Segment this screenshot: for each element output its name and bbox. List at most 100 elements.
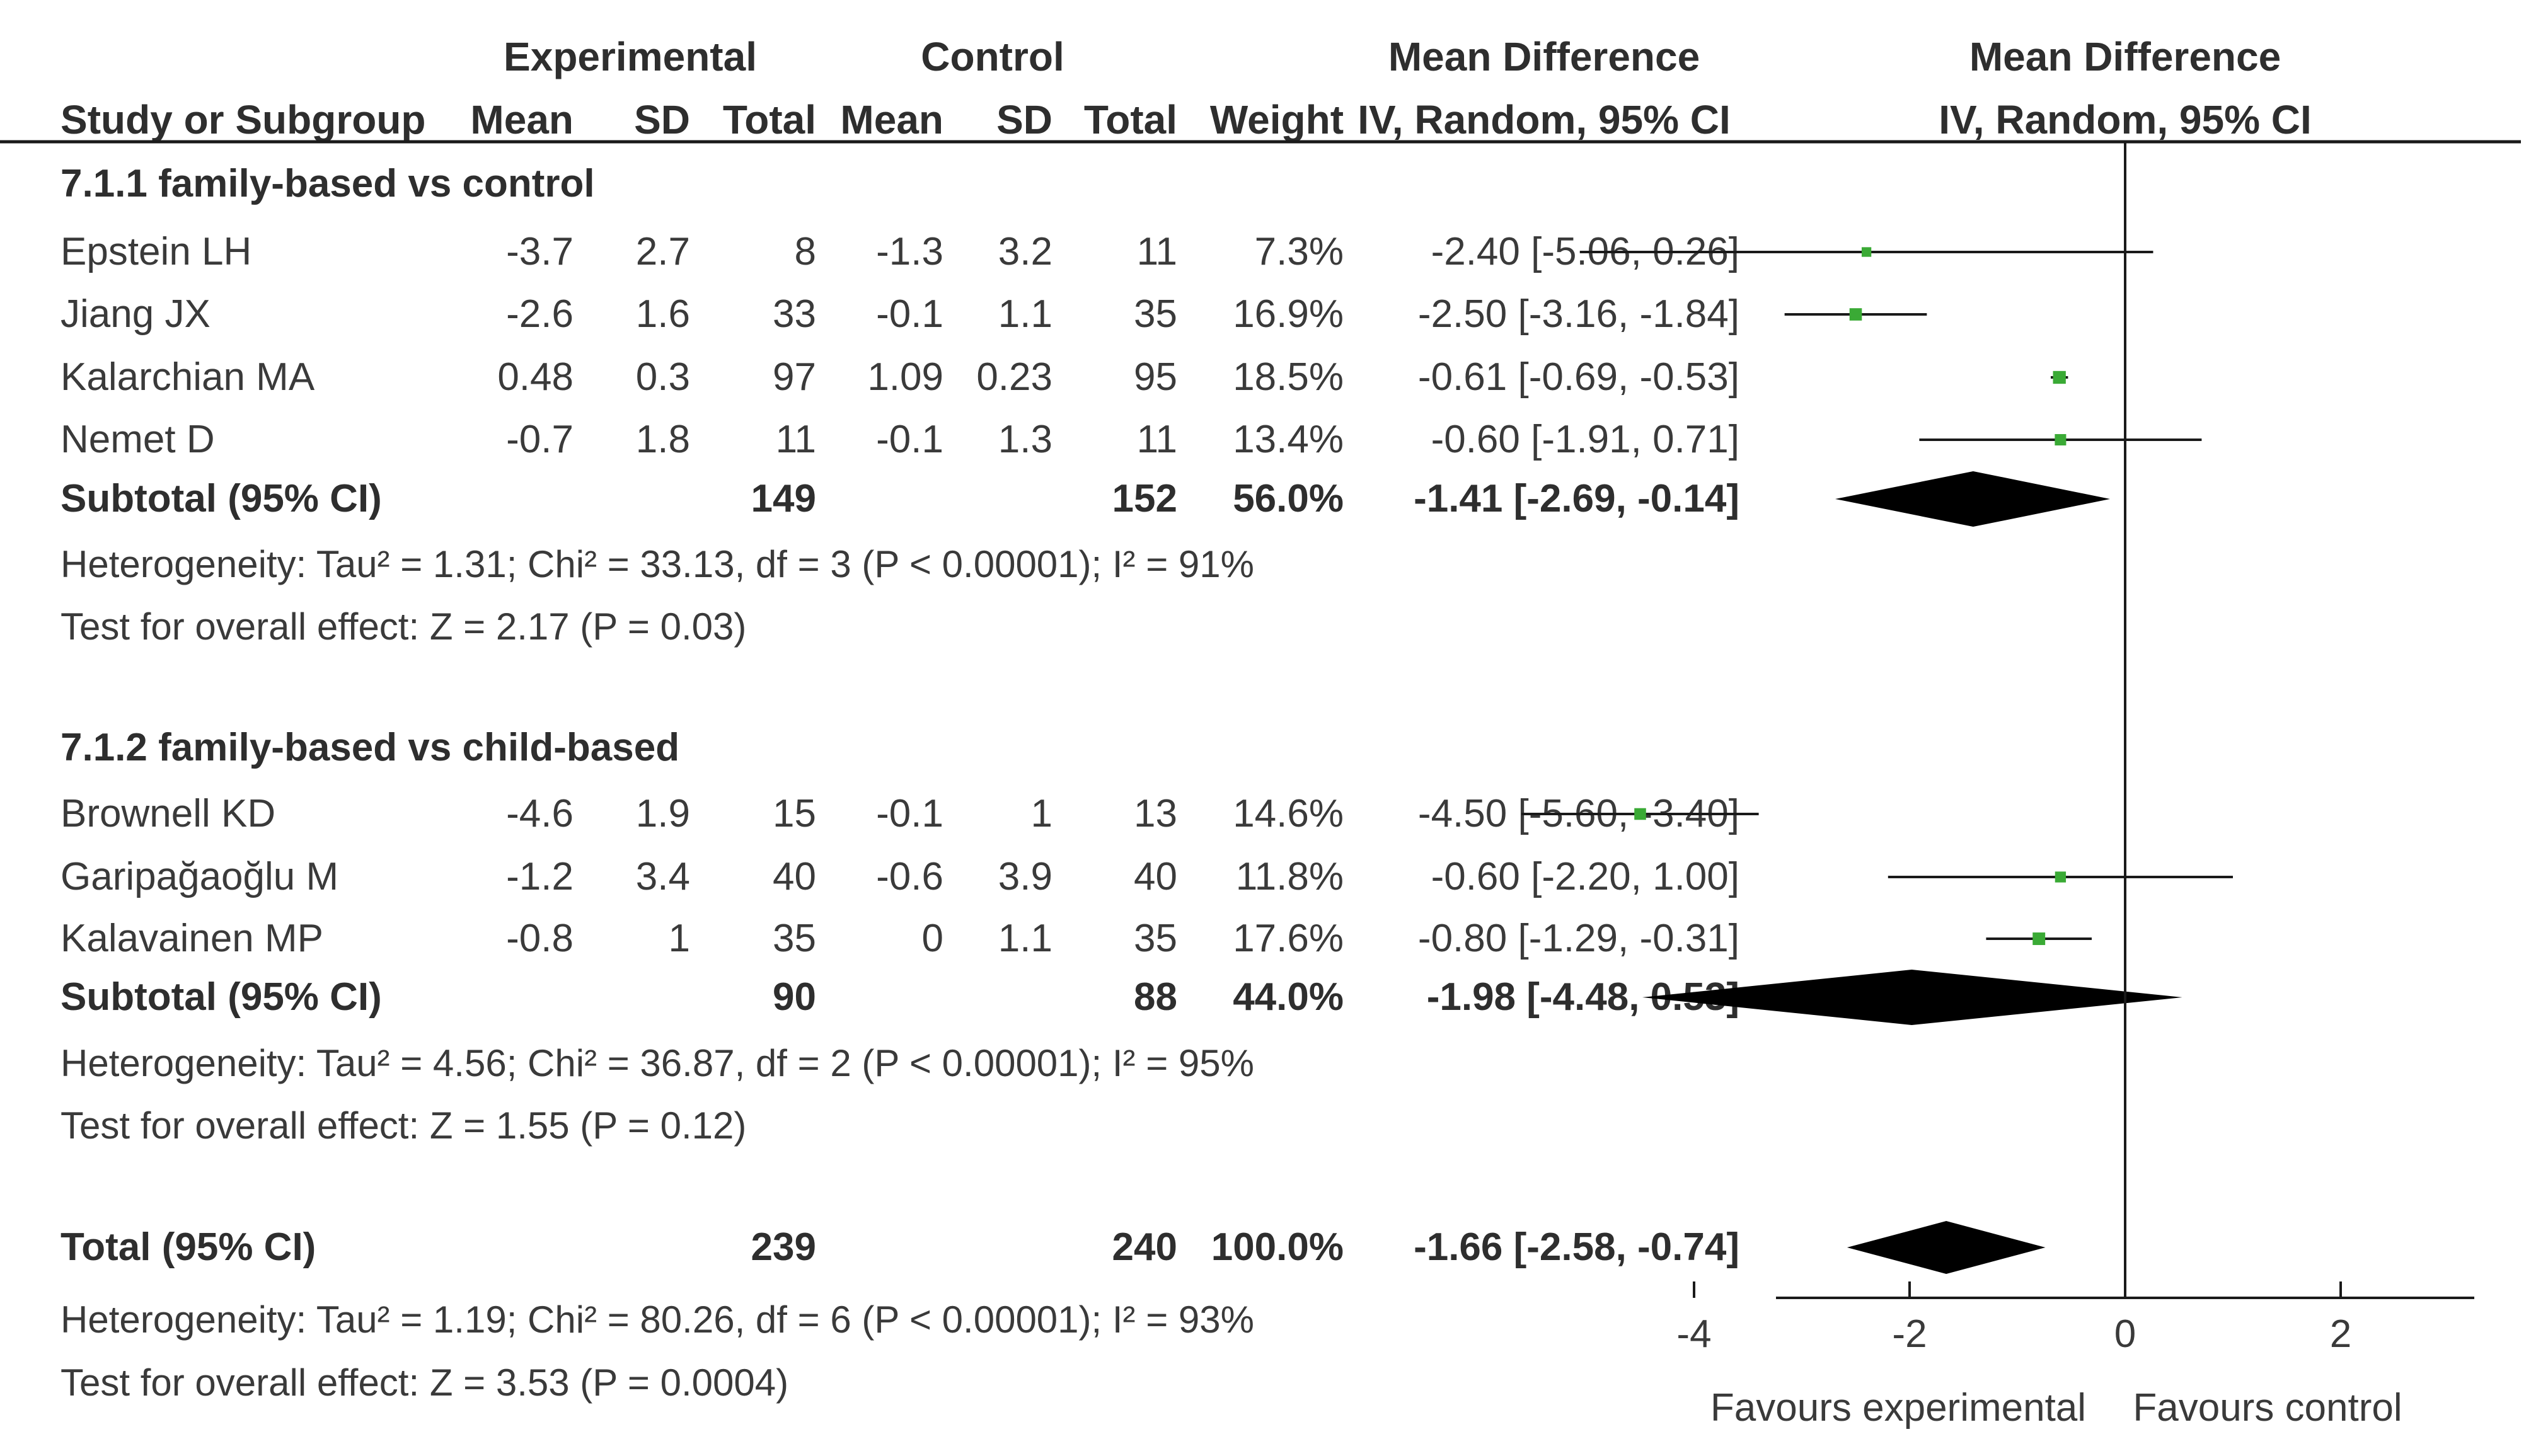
subtotal-ci-text: -1.41 [-2.69, -0.14] xyxy=(1414,477,1739,520)
exp-sd: 3.4 xyxy=(636,855,690,898)
exp-total: 33 xyxy=(773,292,816,336)
exp-sd: 1.9 xyxy=(636,792,690,835)
subgroup-title: 7.1.1 family-based vs control xyxy=(61,162,595,205)
subtotal-diamond xyxy=(1642,970,2182,1025)
overall-effect-text: Test for overall effect: Z = 2.17 (P = 0… xyxy=(61,605,746,648)
ci-text: -0.61 [-0.69, -0.53] xyxy=(1418,355,1739,399)
study-marker xyxy=(1849,308,1862,321)
study-marker xyxy=(2055,433,2067,446)
study-name: Kalavainen MP xyxy=(61,917,323,960)
overall-effect-text: Test for overall effect: Z = 1.55 (P = 0… xyxy=(61,1104,746,1147)
ci-text: -0.60 [-1.91, 0.71] xyxy=(1431,418,1739,461)
subtotal-exp-total: 90 xyxy=(773,975,816,1019)
exp-mean: -0.8 xyxy=(506,917,574,960)
study-marker xyxy=(2053,370,2066,384)
subtotal-ctl-total: 152 xyxy=(1112,477,1177,520)
subtotal-diamond xyxy=(1835,471,2111,527)
header-weight: Weight xyxy=(1210,97,1344,142)
ctl-sd: 1.1 xyxy=(998,292,1052,336)
x-tick-label: 2 xyxy=(2330,1312,2351,1356)
header-ctl-mean: Mean xyxy=(840,97,943,142)
ctl-total: 95 xyxy=(1134,355,1177,399)
weight: 17.6% xyxy=(1233,917,1344,960)
exp-sd: 1.6 xyxy=(636,292,690,336)
exp-total: 11 xyxy=(776,418,816,461)
subtotal-label: Subtotal (95% CI) xyxy=(61,477,382,520)
header-experimental: Experimental xyxy=(504,34,757,79)
subtotal-weight: 56.0% xyxy=(1233,477,1344,520)
study-marker xyxy=(1634,808,1646,820)
exp-total: 8 xyxy=(795,230,816,273)
exp-total: 40 xyxy=(773,855,816,898)
table-rows: 7.1.1 family-based vs control Epstein LH -… xyxy=(61,162,1739,1404)
header-exp-total: Total xyxy=(723,97,816,142)
ctl-sd: 3.2 xyxy=(998,230,1052,273)
exp-mean: -3.7 xyxy=(506,230,574,273)
exp-mean: -0.7 xyxy=(506,418,574,461)
x-tick-label: -4 xyxy=(1676,1312,1711,1356)
x-tick-label: -2 xyxy=(1892,1312,1927,1356)
exp-sd: 2.7 xyxy=(636,230,690,273)
header-iv-random-plot: IV, Random, 95% CI xyxy=(1939,97,2312,142)
study-marker xyxy=(2055,871,2067,883)
subtotal-ctl-total: 88 xyxy=(1134,975,1177,1019)
study-name: Nemet D xyxy=(61,418,215,461)
exp-total: 97 xyxy=(773,355,816,399)
exp-mean: -1.2 xyxy=(506,855,574,898)
study-name: Brownell KD xyxy=(61,792,275,835)
header-iv-random-table: IV, Random, 95% CI xyxy=(1358,97,1731,142)
ctl-mean: 0 xyxy=(922,917,943,960)
total-ctl-total: 240 xyxy=(1112,1225,1177,1269)
ctl-total: 11 xyxy=(1137,418,1177,461)
heterogeneity-text: Heterogeneity: Tau² = 4.56; Chi² = 36.87… xyxy=(61,1042,1254,1084)
study-name: Garipağaoğlu M xyxy=(61,855,338,898)
subtotal-label: Subtotal (95% CI) xyxy=(61,975,382,1019)
ctl-mean: -0.1 xyxy=(876,418,943,461)
header-ctl-total: Total xyxy=(1084,97,1177,142)
total-diamond xyxy=(1847,1221,2046,1274)
header-study-or-subgroup: Study or Subgroup xyxy=(61,97,426,142)
study-marker xyxy=(2032,932,2046,945)
total-weight: 100.0% xyxy=(1211,1225,1344,1269)
favours-experimental-label: Favours experimental xyxy=(1710,1386,2086,1430)
ctl-mean: -1.3 xyxy=(876,230,943,273)
ctl-total: 40 xyxy=(1134,855,1177,898)
ctl-total: 11 xyxy=(1137,230,1177,273)
weight: 7.3% xyxy=(1255,230,1344,273)
ctl-sd: 0.23 xyxy=(976,355,1052,399)
total-label: Total (95% CI) xyxy=(61,1225,316,1269)
ctl-sd: 1 xyxy=(1031,792,1052,835)
ctl-mean: 1.09 xyxy=(867,355,943,399)
study-name: Epstein LH xyxy=(61,230,251,273)
study-name: Kalarchian MA xyxy=(61,355,315,399)
ctl-total: 35 xyxy=(1134,292,1177,336)
ci-text: -0.80 [-1.29, -0.31] xyxy=(1418,917,1739,960)
exp-total: 35 xyxy=(773,917,816,960)
ctl-total: 13 xyxy=(1134,792,1177,835)
subtotal-weight: 44.0% xyxy=(1233,975,1344,1019)
exp-mean: -4.6 xyxy=(506,792,574,835)
study-name: Jiang JX xyxy=(61,292,210,336)
ctl-mean: -0.6 xyxy=(876,855,943,898)
exp-sd: 0.3 xyxy=(636,355,690,399)
weight: 16.9% xyxy=(1233,292,1344,336)
exp-sd: 1.8 xyxy=(636,418,690,461)
heterogeneity-text: Heterogeneity: Tau² = 1.31; Chi² = 33.13… xyxy=(61,543,1254,585)
subtotal-exp-total: 149 xyxy=(751,477,816,520)
subgroup-title: 7.1.2 family-based vs child-based xyxy=(61,726,679,769)
header-control: Control xyxy=(921,34,1064,79)
exp-sd: 1 xyxy=(669,917,690,960)
total-heterogeneity-text: Heterogeneity: Tau² = 1.19; Chi² = 80.26… xyxy=(61,1298,1254,1341)
total-exp-total: 239 xyxy=(751,1225,816,1269)
header-mean-difference-table: Mean Difference xyxy=(1388,34,1700,79)
ctl-mean: -0.1 xyxy=(876,292,943,336)
weight: 18.5% xyxy=(1233,355,1344,399)
ci-text: -0.60 [-2.20, 1.00] xyxy=(1431,855,1739,898)
header-mean-difference-plot: Mean Difference xyxy=(1969,34,2281,79)
ctl-sd: 3.9 xyxy=(998,855,1052,898)
weight: 11.8% xyxy=(1236,855,1344,898)
exp-total: 15 xyxy=(773,792,816,835)
weight: 14.6% xyxy=(1233,792,1344,835)
total-overall-effect-text: Test for overall effect: Z = 3.53 (P = 0… xyxy=(61,1361,788,1404)
